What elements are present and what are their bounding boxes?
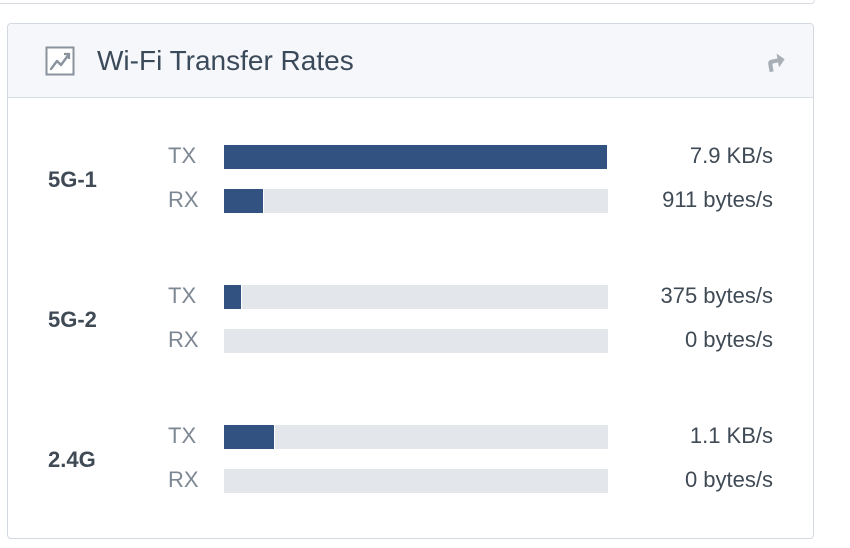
band-label-5g-1: 5G-1	[48, 167, 97, 192]
wifi-transfer-rates-widget: Wi-Fi Transfer Rates 5G-1 TX 7.9 KB/s RX…	[7, 23, 814, 539]
rate-bar-track	[224, 329, 608, 353]
rate-value: 375 bytes/s	[660, 283, 773, 308]
rate-bar-track	[224, 189, 608, 213]
rate-value: 1.1 KB/s	[689, 423, 773, 448]
rate-bar-track	[224, 145, 608, 169]
line-chart-icon	[45, 46, 75, 76]
widget-title: Wi-Fi Transfer Rates	[97, 45, 354, 76]
row-label-rx: RX	[168, 187, 199, 212]
rate-bar-track	[224, 285, 608, 309]
rate-value: 7.9 KB/s	[689, 143, 773, 168]
band-label-5g-2: 5G-2	[48, 307, 97, 332]
rate-bar-fill	[224, 285, 242, 309]
rate-value: 911 bytes/s	[662, 187, 773, 212]
rate-bar-track	[224, 425, 608, 449]
rate-bar-fill	[224, 425, 276, 449]
rate-bar-fill	[224, 189, 265, 213]
row-label-tx: TX	[168, 423, 197, 448]
row-label-rx: RX	[168, 467, 199, 492]
rate-bar-track	[224, 469, 608, 493]
row-label-tx: TX	[168, 283, 197, 308]
row-label-rx: RX	[168, 327, 199, 352]
previous-widget-edge	[0, 0, 815, 4]
row-label-tx: TX	[168, 143, 197, 168]
rate-value: 0 bytes/s	[684, 467, 773, 492]
rate-bar-fill	[224, 145, 608, 169]
band-label-2-4g: 2.4G	[48, 447, 96, 472]
widget-header: Wi-Fi Transfer Rates	[8, 24, 813, 98]
expand-arrow-icon[interactable]	[763, 50, 787, 74]
rate-value: 0 bytes/s	[684, 327, 773, 352]
